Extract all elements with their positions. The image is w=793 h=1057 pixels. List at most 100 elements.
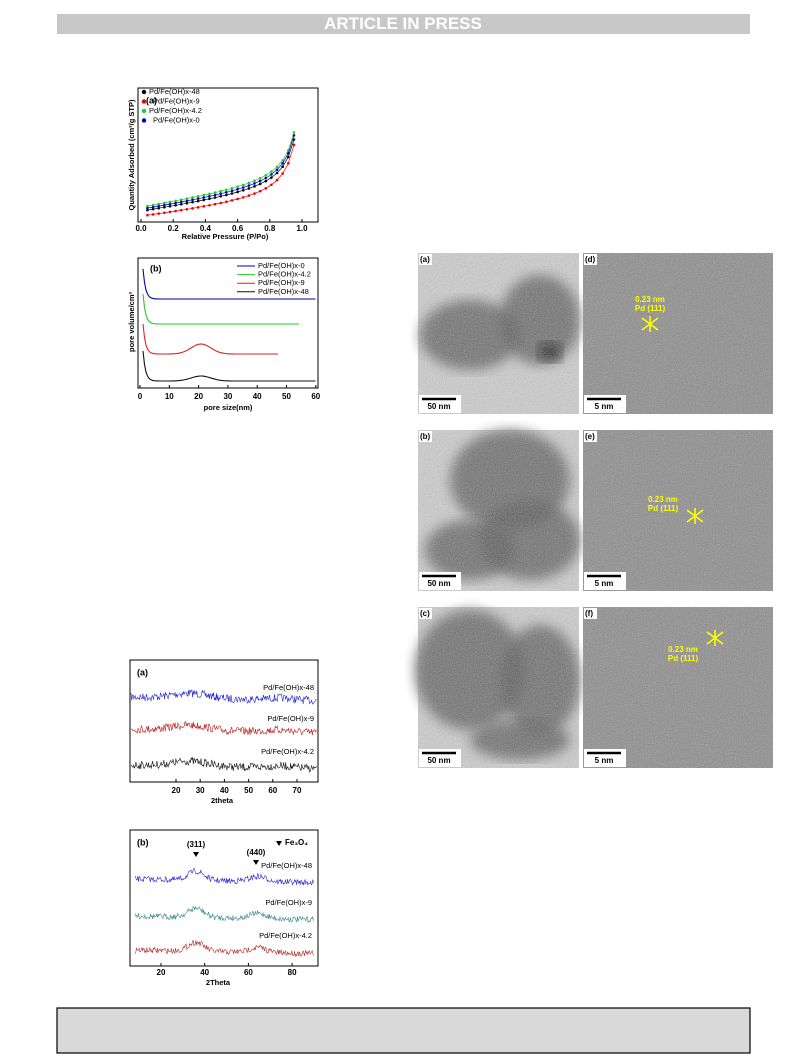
legend-marker bbox=[276, 841, 282, 846]
isotherm-point bbox=[219, 194, 222, 198]
isotherm-point bbox=[253, 192, 256, 195]
scale-label: 50 nm bbox=[427, 756, 450, 765]
x-tick-label: 30 bbox=[196, 786, 205, 795]
y-axis-label: Quantity Adsorbed (cm³/g STP) bbox=[127, 99, 136, 210]
image-grain bbox=[583, 253, 773, 414]
x-tick-label: 60 bbox=[244, 968, 253, 977]
curve-label: Pd/Fe(OH)x-9 bbox=[267, 714, 314, 723]
isotherm-point bbox=[225, 191, 228, 194]
xrd-curve bbox=[131, 721, 317, 736]
image-grain bbox=[418, 430, 579, 591]
isotherm-point bbox=[253, 179, 256, 183]
isotherm-point bbox=[213, 196, 217, 199]
x-tick-label: 20 bbox=[172, 786, 181, 795]
legend-label: Pd/Fe(OH)x-48 bbox=[258, 287, 309, 296]
y-axis-label: pore volume/cm³ bbox=[127, 291, 136, 352]
panel-label: (e) bbox=[585, 432, 595, 441]
panel-label: (a) bbox=[146, 95, 157, 105]
legend-marker bbox=[141, 99, 147, 104]
label-bg bbox=[584, 254, 597, 265]
xrd-curve bbox=[130, 689, 317, 705]
curve-label: Pd/Fe(OH)x-9 bbox=[265, 898, 312, 907]
isotherm-point bbox=[270, 183, 273, 187]
x-axis-label: Relative Pressure (P/Po) bbox=[182, 232, 269, 241]
isotherm-point bbox=[208, 194, 211, 198]
x-tick-label: 1.0 bbox=[296, 224, 308, 233]
lattice-marker bbox=[706, 630, 724, 646]
isotherm-point bbox=[146, 208, 149, 212]
xrd-curve bbox=[130, 757, 317, 773]
isotherm-point bbox=[258, 182, 262, 186]
x-tick-label: 70 bbox=[293, 786, 302, 795]
legend-label: Pd/Fe(OH)x-9 bbox=[153, 96, 200, 105]
isotherm-point bbox=[258, 179, 262, 183]
isotherm-point bbox=[202, 198, 206, 202]
x-axis-label: pore size(nm) bbox=[204, 403, 253, 412]
isotherm-point bbox=[230, 186, 234, 190]
scale-label: 5 nm bbox=[595, 756, 614, 765]
footer-box bbox=[56, 1007, 751, 1054]
curve-label: Pd/Fe(OH)x-48 bbox=[263, 683, 314, 692]
isotherm-point bbox=[185, 201, 189, 205]
legend-marker bbox=[141, 118, 147, 123]
x-tick-label: 20 bbox=[194, 392, 203, 401]
isotherm-point bbox=[191, 207, 194, 210]
isotherm-point bbox=[174, 201, 177, 205]
isotherm-point bbox=[287, 155, 290, 159]
isotherm-point bbox=[253, 182, 256, 185]
legend-label: Pd/Fe(OH)x-9 bbox=[258, 278, 305, 287]
panel-label: (d) bbox=[585, 255, 596, 264]
isotherm-point bbox=[236, 185, 239, 188]
isotherm-point bbox=[292, 131, 296, 134]
isotherm-point bbox=[185, 207, 189, 211]
isotherm-point bbox=[163, 201, 166, 205]
isotherm-point bbox=[202, 196, 206, 199]
pore-curve bbox=[142, 293, 299, 325]
pore-curve bbox=[142, 268, 316, 300]
isotherm-point bbox=[281, 172, 284, 175]
lattice-spacing: 0.23 nm bbox=[648, 495, 678, 504]
isotherm-point bbox=[185, 199, 189, 203]
isotherm-point bbox=[292, 134, 296, 137]
tem-image bbox=[418, 253, 580, 414]
isotherm-point bbox=[185, 197, 189, 200]
plot-frame bbox=[129, 829, 319, 967]
legend-label: Pd/Fe(OH)x-4.2 bbox=[258, 270, 311, 279]
isotherm-point bbox=[264, 179, 268, 183]
isotherm-point bbox=[146, 213, 149, 217]
header-bar bbox=[57, 14, 750, 34]
isotherm-point bbox=[225, 200, 228, 204]
isotherm-point bbox=[258, 176, 262, 180]
isotherm-point bbox=[196, 195, 200, 198]
isotherm-point bbox=[275, 171, 279, 175]
isotherm-point bbox=[202, 193, 206, 197]
isotherm-point bbox=[219, 192, 222, 196]
panel-label: (b) bbox=[150, 263, 162, 273]
isotherm-point bbox=[179, 200, 183, 204]
lattice-plane: Pd (111) bbox=[635, 304, 666, 313]
image-grain bbox=[418, 253, 579, 414]
scale-label: 5 nm bbox=[595, 579, 614, 588]
x-tick-label: 20 bbox=[157, 968, 166, 977]
isotherm-point bbox=[174, 199, 177, 203]
lattice-spacing: 0.23 nm bbox=[668, 645, 698, 654]
isotherm-point bbox=[264, 176, 268, 180]
isotherm-point bbox=[196, 206, 200, 209]
label-bg bbox=[419, 254, 432, 265]
tem-image bbox=[583, 253, 773, 414]
x-tick-label: 0.2 bbox=[168, 224, 180, 233]
x-tick-label: 50 bbox=[282, 392, 291, 401]
legend-label: Pd/Fe(OH)x-0 bbox=[153, 115, 200, 124]
isotherm-point bbox=[179, 208, 183, 212]
isotherm-point bbox=[241, 186, 245, 189]
isotherm-point bbox=[213, 191, 217, 194]
isotherm-point bbox=[241, 188, 245, 192]
isotherm-point bbox=[247, 184, 251, 187]
isotherm-point bbox=[270, 176, 273, 179]
label-bg bbox=[584, 608, 597, 619]
image-grain bbox=[583, 607, 773, 768]
x-tick-label: 40 bbox=[253, 392, 262, 401]
isotherm-point bbox=[225, 188, 228, 192]
x-tick-label: 0.4 bbox=[200, 224, 212, 233]
curve-label: Pd/Fe(OH)x-48 bbox=[261, 861, 312, 870]
